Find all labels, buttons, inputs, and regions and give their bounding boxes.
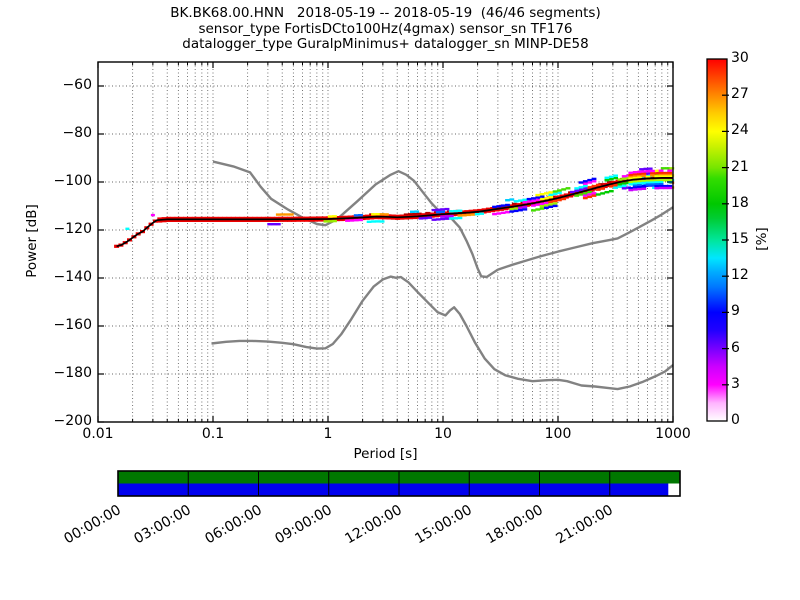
y-tick-label: −120 <box>53 221 92 237</box>
colorbar-gradient <box>707 59 727 421</box>
coverage-used <box>118 483 669 496</box>
colorbar-tick-label: 0 <box>731 412 740 428</box>
colorbar-tick-label: 27 <box>731 86 749 103</box>
noise-model-curves <box>211 160 674 391</box>
y-tick-label: −140 <box>53 269 92 285</box>
axes-frame <box>97 61 674 423</box>
colorbar-tick-label: 30 <box>731 50 749 66</box>
colorbar-tick-label: 18 <box>731 194 749 211</box>
colorbar-tick-label: 9 <box>731 303 740 320</box>
x-tick-label: 0.01 <box>82 426 114 442</box>
y-tick-label: −60 <box>62 77 92 93</box>
colorbar <box>706 58 729 422</box>
y-tick-label: −80 <box>62 125 92 141</box>
grid <box>98 62 673 422</box>
y-axis-label: Power [dB] <box>24 204 40 278</box>
y-tick-label: −200 <box>53 413 92 429</box>
y-tick-label: −160 <box>53 317 92 333</box>
low-noise-model-line <box>211 275 674 391</box>
x-tick-label: 1000 <box>655 426 691 442</box>
y-tick-label: −180 <box>53 365 92 381</box>
colorbar-label: [%] <box>754 227 770 251</box>
colorbar-tick-label: 6 <box>731 339 740 356</box>
colorbar-tick-label: 15 <box>731 231 749 247</box>
ppsd-histogram <box>114 167 675 248</box>
x-tick-label: 1 <box>323 426 333 442</box>
y-tick-label: −100 <box>53 173 92 189</box>
colorbar-tick-label: 24 <box>731 122 749 139</box>
x-tick-label: 100 <box>544 426 572 442</box>
colorbar-tick-label: 12 <box>731 267 749 284</box>
x-tick-label: 0.1 <box>201 426 225 442</box>
figure-title-line2: sensor_type FortisDCto100Hz(4gmax) senso… <box>198 21 573 37</box>
x-axis-label: Period [s] <box>353 446 418 462</box>
mode-line <box>116 177 673 248</box>
figure-title-line3: datalogger_type GuralpMinimus+ datalogge… <box>182 36 589 52</box>
coverage-bar <box>117 470 681 497</box>
colorbar-tick-label: 21 <box>731 158 749 175</box>
x-tick-label: 10 <box>434 426 452 442</box>
colorbar-tick-label: 3 <box>731 375 740 392</box>
figure-title-line1: BK.BK68.00.HNN 2018-05-19 -- 2018-05-19 … <box>170 5 601 21</box>
